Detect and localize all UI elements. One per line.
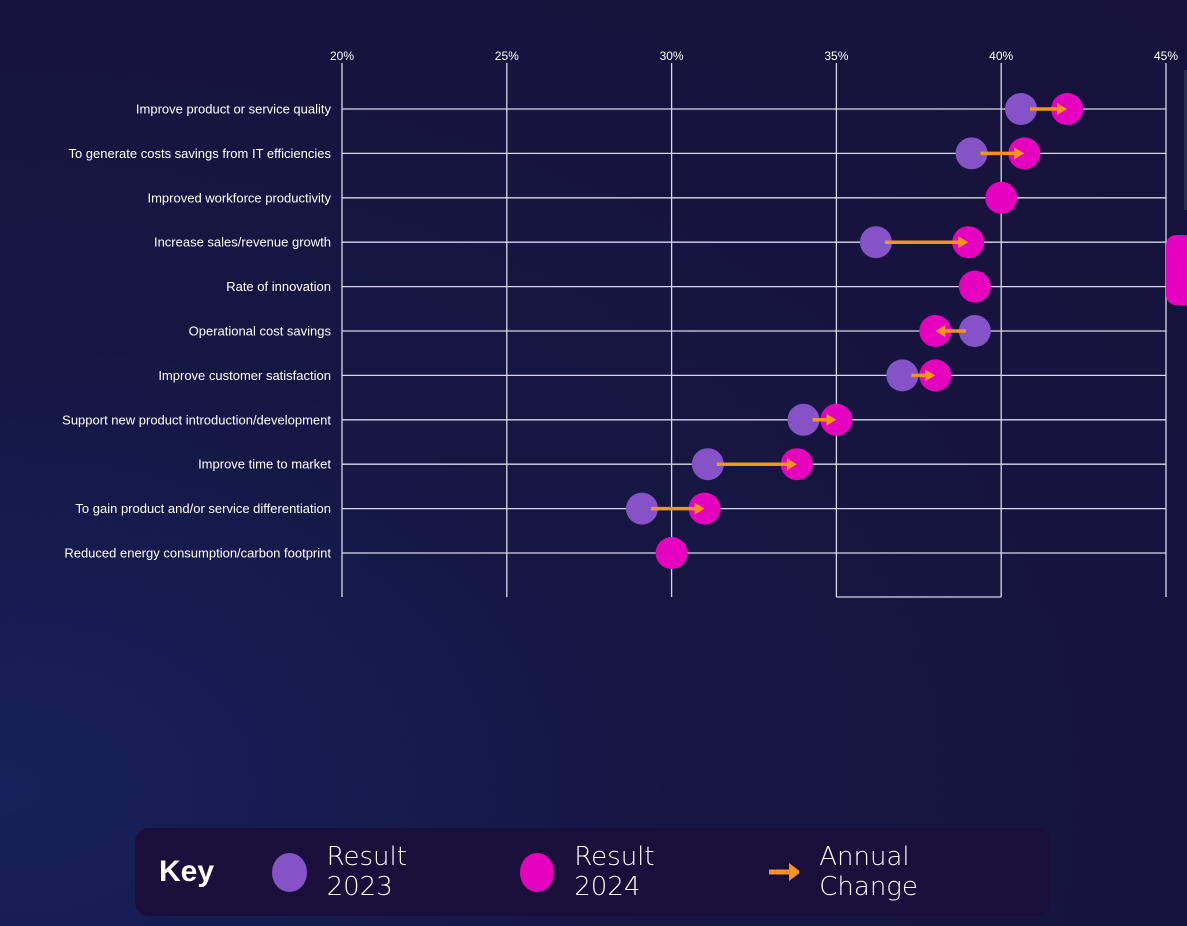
point-2024 xyxy=(985,181,1018,214)
side-tab-button[interactable] xyxy=(1166,235,1187,305)
category-label: Support new product introduction/develop… xyxy=(62,412,331,427)
x-tick-label: 20% xyxy=(330,49,354,63)
point-2023 xyxy=(859,226,892,259)
point-2023 xyxy=(625,492,658,525)
legend: Key Result 2023 Result 2024 Annual Chang… xyxy=(135,828,1050,916)
point-2023 xyxy=(1004,93,1037,125)
point-2024 xyxy=(655,537,688,569)
legend-title: Key xyxy=(159,855,215,888)
category-label: To generate costs savings from IT effici… xyxy=(68,146,331,161)
legend-2024-dot-icon xyxy=(519,852,555,892)
legend-2023-label: Result 2023 xyxy=(326,842,407,902)
x-tick-label: 35% xyxy=(824,49,848,63)
category-label: Improved workforce productivity xyxy=(147,190,331,205)
change-arrow-head xyxy=(786,458,797,471)
x-tick-label: 40% xyxy=(989,49,1013,63)
legend-change-label: Annual Change xyxy=(819,842,918,902)
legend-2024-label: Result 2024 xyxy=(574,842,655,902)
change-arrow-head xyxy=(958,236,969,249)
category-label: To gain product and/or service different… xyxy=(75,501,331,516)
change-arrow-head xyxy=(935,325,946,337)
change-arrow-head xyxy=(1014,147,1025,160)
point-2023 xyxy=(958,315,991,347)
category-label: Operational cost savings xyxy=(189,324,332,339)
change-arrow-head xyxy=(826,413,837,426)
point-2023 xyxy=(691,448,724,481)
point-2024 xyxy=(958,270,991,303)
point-2024 xyxy=(688,492,721,525)
x-tick-label: 45% xyxy=(1154,49,1178,63)
category-label: Improve customer satisfaction xyxy=(158,368,331,383)
category-label: Improve time to market xyxy=(198,457,331,472)
point-2023 xyxy=(886,359,919,392)
point-2024 xyxy=(952,226,985,259)
change-arrow-head xyxy=(694,502,705,515)
change-arrow-head xyxy=(1057,103,1068,115)
category-label: Increase sales/revenue growth xyxy=(154,235,331,250)
point-2023 xyxy=(955,137,988,170)
x-tick-label: 25% xyxy=(495,49,519,63)
legend-2023-dot-icon xyxy=(272,852,307,892)
point-2023 xyxy=(787,403,820,436)
x-tick-label: 30% xyxy=(660,49,684,63)
change-arrow-head xyxy=(925,369,936,382)
scrollbar[interactable] xyxy=(1184,70,1187,210)
category-label: Rate of innovation xyxy=(226,279,331,294)
category-label: Reduced energy consumption/carbon footpr… xyxy=(64,546,331,561)
category-label: Improve product or service quality xyxy=(136,102,332,117)
arrow-right-icon xyxy=(769,863,800,881)
